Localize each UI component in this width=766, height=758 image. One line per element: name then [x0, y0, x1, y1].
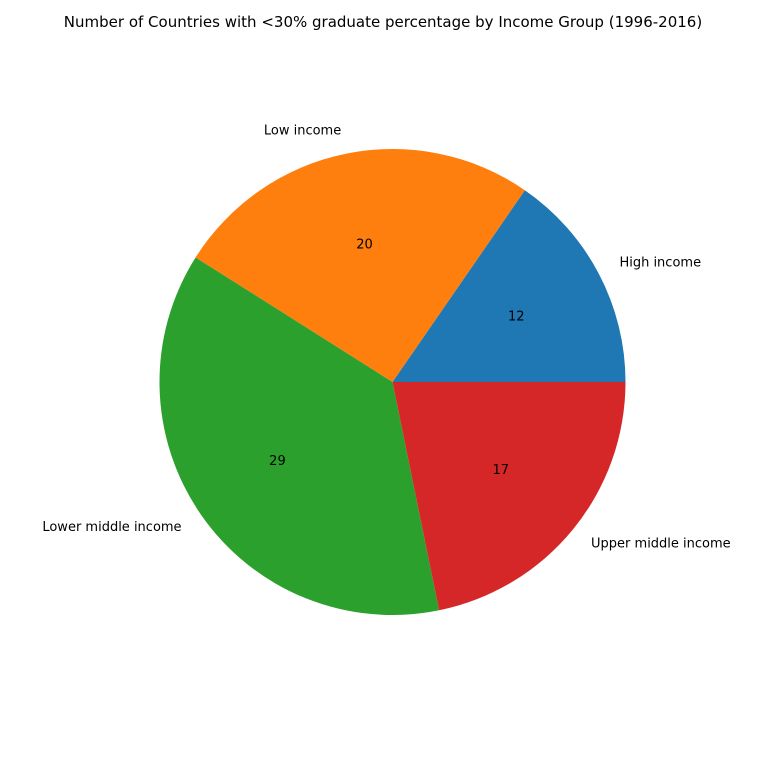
pie-slice-high-income	[392, 190, 626, 382]
slice-label-upper-middle-income: Upper middle income	[591, 537, 731, 552]
pie-slices	[159, 149, 626, 615]
chart-title: Number of Countries with <30% graduate p…	[64, 13, 702, 31]
slice-value-upper-middle-income: 17	[493, 463, 510, 478]
slice-value-lower-middle-income: 29	[269, 454, 286, 469]
slice-value-low-income: 20	[356, 238, 373, 253]
slice-value-high-income: 12	[508, 310, 525, 325]
slice-label-lower-middle-income: Lower middle income	[42, 520, 181, 535]
slice-label-high-income: High income	[619, 255, 701, 270]
slice-label-low-income: Low income	[264, 123, 341, 138]
pie-slice-lower-middle-income	[159, 257, 440, 615]
pie-slice-upper-middle-income	[392, 382, 626, 611]
pie-slice-low-income	[195, 149, 525, 382]
pie-labels: High income 12 Low income 20 Lower middle in…	[42, 123, 730, 551]
